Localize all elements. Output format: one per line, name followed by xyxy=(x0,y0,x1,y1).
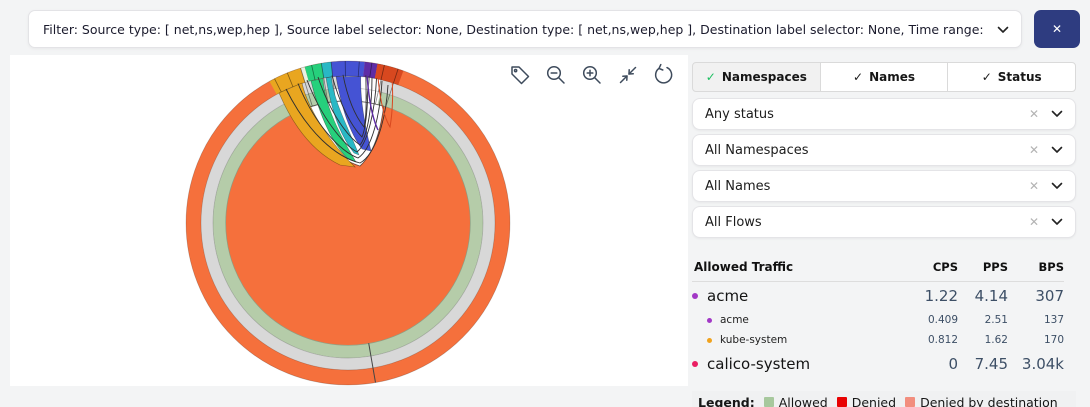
namespace-dot xyxy=(692,361,698,367)
chevron-down-icon[interactable] xyxy=(1051,182,1063,190)
cps-value: 0.409 xyxy=(927,314,958,326)
allowed-swatch xyxy=(763,397,774,407)
dropdown-value: All Flows xyxy=(705,214,762,230)
zoom-in-icon[interactable] xyxy=(580,63,604,87)
check-icon: ✓ xyxy=(981,70,992,84)
table-header: Allowed Traffic CPS PPS BPS xyxy=(692,256,1064,282)
flows-dropdown[interactable]: All Flows ✕ xyxy=(692,206,1076,238)
check-icon: ✓ xyxy=(705,70,716,84)
namespace-name: acme xyxy=(720,314,749,326)
dropdown-value: Any status xyxy=(705,106,774,122)
dropdown-value: All Names xyxy=(705,178,771,194)
tab-status[interactable]: ✓ Status xyxy=(947,62,1077,92)
flow-filter-sidebar: ✓ Namespaces ✓ Names ✓ Status Any status… xyxy=(692,62,1077,407)
namespace-dot xyxy=(707,317,712,323)
pps-value: 7.45 xyxy=(974,355,1008,373)
chart-toolbar xyxy=(508,63,676,87)
bps-value: 137 xyxy=(1043,314,1064,326)
tab-label: Namespaces xyxy=(721,70,807,84)
legend-item-denied-by-destination: Denied by destination xyxy=(905,395,1058,407)
denied-by-destination-swatch xyxy=(905,397,916,407)
legend-item-label: Denied xyxy=(851,394,897,407)
bps-value: 170 xyxy=(1043,334,1064,346)
tab-namespaces[interactable]: ✓ Namespaces xyxy=(692,62,821,92)
status-dropdown[interactable]: Any status ✕ xyxy=(692,98,1076,130)
filter-summary-text: Filter: Source type: [ net,ns,wep,hep ],… xyxy=(43,21,987,37)
zoom-out-icon[interactable] xyxy=(544,63,568,87)
table-title: Allowed Traffic xyxy=(694,260,794,274)
column-header-bps: BPS xyxy=(1038,260,1064,274)
denied-swatch xyxy=(836,397,847,407)
column-header-pps: PPS xyxy=(982,260,1008,274)
names-dropdown[interactable]: All Names ✕ xyxy=(692,170,1076,202)
chart-legend: Legend: Allowed Denied Denied by destina… xyxy=(692,391,1076,407)
pps-value: 1.62 xyxy=(984,334,1008,346)
table-row[interactable]: kube-system 0.812 1.62 170 xyxy=(692,330,1064,350)
collapse-icon[interactable] xyxy=(616,63,640,87)
clear-icon[interactable]: ✕ xyxy=(1028,107,1039,121)
namespaces-dropdown[interactable]: All Namespaces ✕ xyxy=(692,134,1076,166)
legend-item-allowed: Allowed xyxy=(763,394,828,407)
tag-icon[interactable] xyxy=(508,63,532,87)
table-row[interactable]: acme 1.22 4.14 307 xyxy=(692,282,1064,310)
cps-value: 1.22 xyxy=(924,287,958,305)
flow-filter-bar[interactable]: Filter: Source type: [ net,ns,wep,hep ],… xyxy=(28,10,1022,48)
reset-icon[interactable] xyxy=(652,63,676,87)
dropdown-value: All Namespaces xyxy=(705,142,809,158)
clear-icon[interactable]: ✕ xyxy=(1028,215,1039,229)
clear-icon[interactable]: ✕ xyxy=(1028,143,1039,157)
bps-value: 3.04k xyxy=(1021,355,1064,373)
tab-names[interactable]: ✓ Names xyxy=(819,62,949,92)
namespace-name: acme xyxy=(707,287,749,305)
legend-item-label: Denied by destination xyxy=(920,394,1058,407)
flow-chord-diagram[interactable] xyxy=(10,55,688,386)
chevron-down-icon[interactable] xyxy=(1051,146,1063,154)
column-header-cps: CPS xyxy=(932,260,958,274)
tab-label: Status xyxy=(997,70,1042,84)
cps-value: 0 xyxy=(948,355,958,373)
legend-title: Legend: xyxy=(698,394,755,407)
namespace-name: kube-system xyxy=(720,334,788,346)
pps-value: 4.14 xyxy=(974,287,1008,305)
tab-label: Names xyxy=(869,70,915,84)
filter-tab-row: ✓ Namespaces ✓ Names ✓ Status xyxy=(692,62,1077,92)
table-row[interactable]: calico-system 0 7.45 3.04k xyxy=(692,350,1064,378)
namespace-dot xyxy=(692,293,698,299)
chevron-down-icon[interactable] xyxy=(1051,110,1063,118)
chevron-down-icon[interactable] xyxy=(1051,218,1063,226)
chevron-down-icon[interactable] xyxy=(997,26,1009,34)
check-icon: ✓ xyxy=(853,70,864,84)
namespace-dot xyxy=(707,337,712,343)
flow-visualization-panel xyxy=(10,55,688,386)
namespace-name: calico-system xyxy=(707,355,811,373)
legend-item-denied: Denied xyxy=(836,394,897,407)
cps-value: 0.812 xyxy=(927,334,958,346)
legend-item-label: Allowed xyxy=(778,394,828,407)
clear-icon[interactable]: ✕ xyxy=(1028,179,1039,193)
table-row[interactable]: acme 0.409 2.51 137 xyxy=(692,310,1064,330)
bps-value: 307 xyxy=(1035,287,1064,305)
allowed-traffic-table: Allowed Traffic CPS PPS BPS acme 1.22 4.… xyxy=(692,256,1076,378)
close-filter-button[interactable]: ✕ xyxy=(1034,10,1080,48)
pps-value: 2.51 xyxy=(984,314,1008,326)
